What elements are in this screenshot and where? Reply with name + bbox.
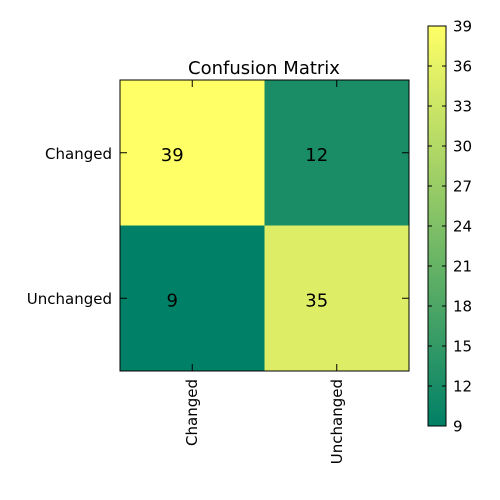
colorbar-tick-label: 27 xyxy=(453,178,472,196)
colorbar-tick-label: 30 xyxy=(453,138,472,156)
row-label-changed: Changed xyxy=(45,145,112,163)
colorbar-tick-label: 39 xyxy=(453,18,472,36)
colorbar-tick-label: 9 xyxy=(453,418,463,436)
colorbar-tick-label: 12 xyxy=(453,378,472,396)
row-label-unchanged: Unchanged xyxy=(27,290,112,308)
heatmap-cell-changed-unchanged xyxy=(264,80,409,226)
colorbar-ticks: 9 12 15 18 21 24 27 30 33 36 39 xyxy=(428,18,472,436)
colorbar-tick-label: 33 xyxy=(453,98,472,116)
colorbar-tick-label: 21 xyxy=(453,258,472,276)
colorbar-tick-label: 15 xyxy=(453,338,472,356)
heatmap-cell-unchanged-changed xyxy=(120,225,265,371)
colorbar-tick-label: 36 xyxy=(453,58,472,76)
cell-value-label: 35 xyxy=(305,290,328,311)
cell-value-label: 12 xyxy=(305,145,328,166)
colorbar-tick-label: 24 xyxy=(453,218,472,236)
heatmap-cell-changed-changed xyxy=(120,80,265,226)
heatmap-cells: 39 12 9 35 xyxy=(120,80,409,371)
heatmap-cell-unchanged-unchanged xyxy=(264,225,409,371)
col-label-unchanged: Unchanged xyxy=(328,379,346,464)
colorbar-tick-label: 18 xyxy=(453,298,472,316)
plot-frame xyxy=(119,79,410,372)
axis-ticks xyxy=(120,80,409,371)
col-label-changed: Changed xyxy=(183,379,201,446)
cell-value-label: 9 xyxy=(167,290,178,311)
chart-title: Confusion Matrix xyxy=(188,58,340,79)
cell-value-label: 39 xyxy=(161,145,184,166)
